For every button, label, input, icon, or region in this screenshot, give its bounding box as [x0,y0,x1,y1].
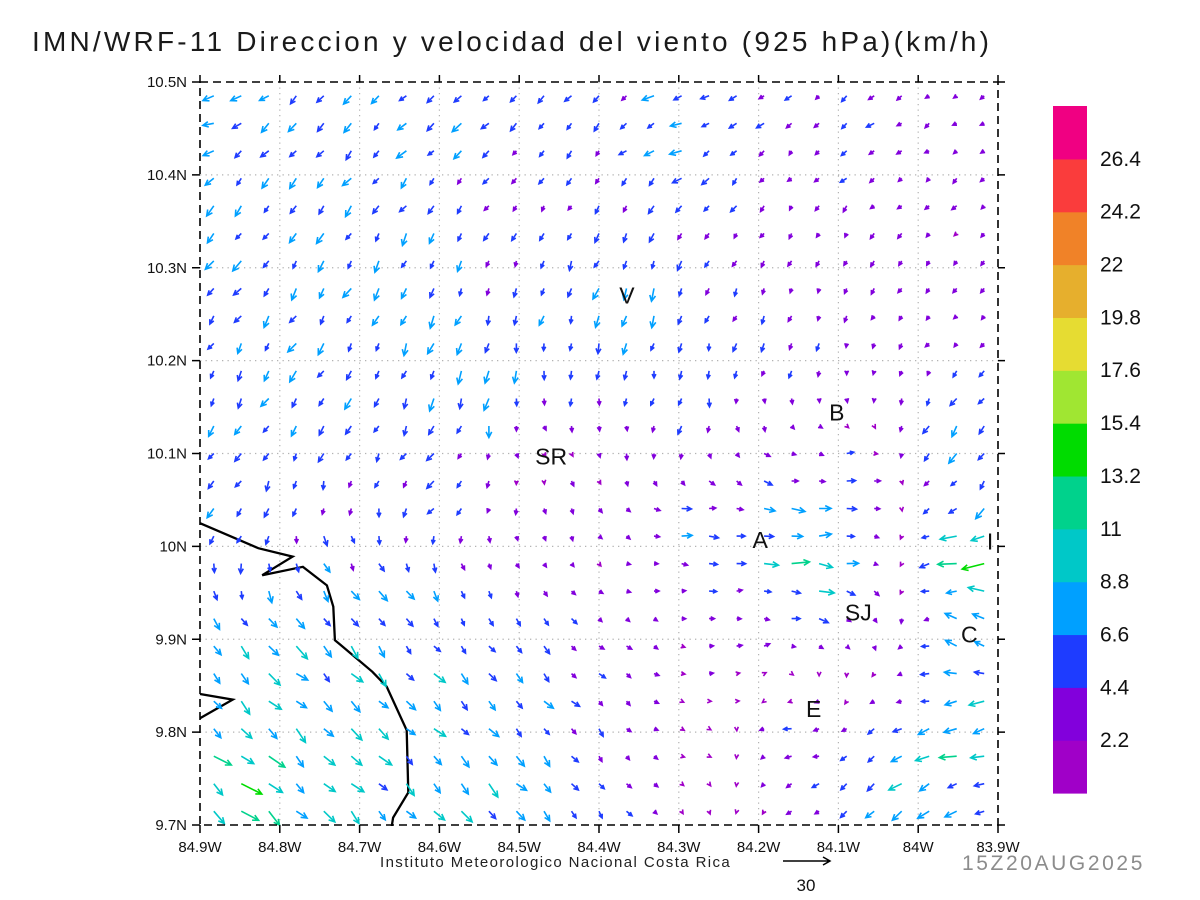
colorbar-segment [1053,634,1087,688]
x-tick-label: 84.2W [737,839,781,856]
colorbar-segment [1053,687,1087,741]
colorbar-segment [1053,317,1087,371]
y-tick-label: 9.7N [155,817,187,834]
y-tick-label: 10.5N [147,74,187,91]
y-tick-label: 9.9N [155,631,187,648]
colorbar-label: 4.4 [1100,676,1130,699]
colorbar-labels: 2.2 4.4 6.6 8.8 11 13.2 15.4 17.6 19.8 22 24.2 26.4 [1100,148,1141,752]
institution-caption: Instituto Meteorologico Nacional Costa R… [380,854,732,871]
x-tick-label: 84.7W [338,839,382,856]
colorbar-segment [1053,370,1087,424]
city-label-i: I [987,529,993,555]
colorbar-segment [1053,740,1087,794]
x-tick-label: 84.9W [178,839,222,856]
colorbar-segment [1053,423,1087,477]
colorbar-label: 11 [1100,518,1122,541]
y-tick-label: 10.4N [147,167,187,184]
y-tick-label: 10.3N [147,260,187,277]
colorbar-segment [1053,264,1087,318]
x-tick-label: 84.5W [498,839,542,856]
y-tick-label: 10N [159,538,187,555]
city-label-e: E [806,696,821,722]
colorbar-segment [1053,106,1087,160]
y-tick-label: 10.1N [147,446,187,463]
x-tick-label: 84.6W [418,839,462,856]
colorbar-label: 22 [1100,254,1123,277]
colorbar-label: 2.2 [1100,729,1129,752]
x-axis-labels: 84.9W 84.8W 84.7W 84.6W 84.5W 84.4W 84.3W 84.2W… [178,839,1020,856]
grid-lines [200,82,998,825]
colorbar-label: 13.2 [1100,465,1141,488]
chart-title: IMN/WRF-11 Direccion y velocidad del vie… [32,26,993,57]
x-tick-label: 84.8W [258,839,302,856]
city-label-b: B [829,400,844,426]
colorbar-label: 8.8 [1100,571,1129,594]
x-tick-label: 84.3W [657,839,701,856]
y-tick-label: 10.2N [147,353,187,370]
colorbar-label: 15.4 [1100,412,1141,435]
colorbar-label: 6.6 [1100,624,1129,647]
colorbar-segment [1053,581,1087,636]
city-labels: V B SR A SJ C E I [535,283,993,722]
colorbar [1053,106,1087,794]
colorbar-label: 24.2 [1100,201,1141,224]
reference-arrow-label: 30 [797,876,816,895]
city-label-a: A [753,527,769,553]
axis-ticks [192,75,1005,833]
x-tick-label: 83.9W [976,839,1020,856]
coastline [199,522,410,826]
colorbar-segment [1053,158,1087,213]
city-label-sj: SJ [845,599,872,625]
x-tick-label: 84.4W [577,839,621,856]
y-axis-labels: 10.5N 10.4N 10.3N 10.2N 10.1N 10N 9.9N 9.8N 9.7N [147,74,187,834]
city-label-sr: SR [535,443,567,469]
colorbar-label: 19.8 [1100,306,1141,329]
city-label-v: V [619,283,635,309]
colorbar-label: 26.4 [1100,148,1141,171]
colorbar-segment [1053,211,1087,266]
reference-arrow: 30 [783,856,832,895]
city-label-c: C [961,622,978,648]
timestamp-label: 15Z20AUG2025 [962,852,1145,875]
x-tick-label: 84W [903,839,935,856]
y-tick-label: 9.8N [155,724,187,741]
wind-arrows [201,93,986,826]
colorbar-segment [1053,475,1087,530]
x-tick-label: 84.1W [817,839,861,856]
colorbar-segment [1053,528,1087,583]
colorbar-label: 17.6 [1100,359,1141,382]
